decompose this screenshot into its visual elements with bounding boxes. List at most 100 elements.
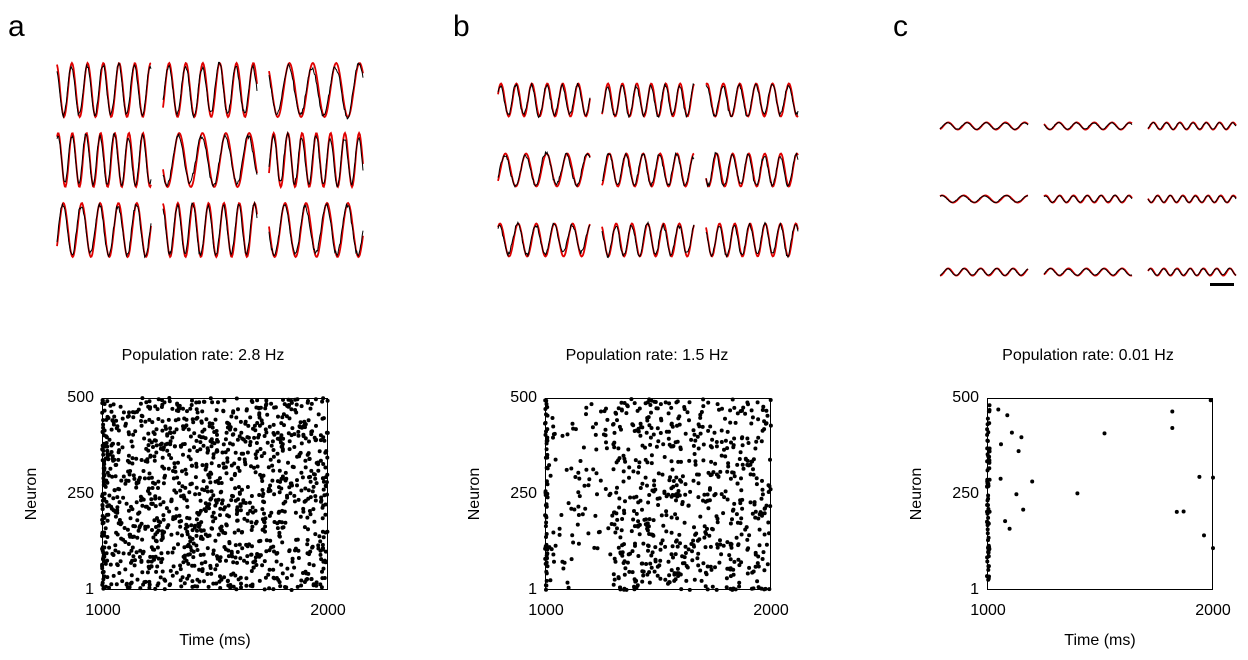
spike-dot (622, 508, 626, 513)
spike-dot (216, 532, 221, 537)
spike-dot (220, 450, 225, 455)
spike-dot (551, 424, 556, 429)
spike-dot (225, 456, 230, 461)
spike-dot (728, 567, 733, 572)
spike-dot (171, 476, 176, 481)
spike-dot (109, 450, 114, 454)
spike-dot (224, 523, 229, 528)
spike-dot (677, 532, 682, 537)
ylabel-a: Neuron (23, 467, 40, 521)
spike-dot (187, 448, 192, 453)
spike-dot (667, 401, 672, 406)
spike-dot (138, 524, 142, 529)
spike-dot (186, 561, 191, 566)
spike-dot (264, 402, 269, 406)
spike-dot (652, 399, 657, 404)
spike-dot (158, 520, 163, 525)
spike-dot (110, 442, 115, 446)
spike-dot (604, 446, 609, 451)
spike-dot (317, 449, 322, 454)
spike-dot (705, 564, 710, 569)
spike-dot (101, 422, 106, 427)
data-trace-b-1-0 (497, 150, 591, 188)
spike-dot (624, 587, 629, 592)
spike-dot (318, 539, 323, 544)
spike-dot (112, 414, 117, 419)
spike-dot (100, 582, 105, 587)
spike-dot (210, 400, 215, 405)
spike-dot (721, 543, 726, 548)
spike-dot (716, 474, 721, 479)
spike-dot (728, 476, 733, 481)
spike-dot (739, 488, 744, 493)
spike-dot (170, 550, 175, 555)
spike-dot (213, 417, 218, 422)
spike-dot (670, 424, 675, 429)
spike-dot (755, 561, 760, 566)
spike-dot (768, 487, 773, 492)
spike-dot (107, 545, 112, 550)
spike-dot (587, 477, 592, 482)
spike-dot (615, 485, 619, 490)
spike-dot (233, 427, 238, 432)
spike-dot (244, 583, 249, 588)
spike-dot (736, 557, 741, 562)
spike-dot (671, 479, 676, 483)
spike-dot (127, 410, 131, 415)
spike-dot (737, 457, 742, 461)
spike-dot (275, 430, 280, 435)
spike-dot (644, 562, 649, 566)
spike-dot (576, 541, 581, 546)
spike-dot (669, 568, 674, 573)
spike-dot (626, 447, 631, 452)
spike-dot (211, 581, 216, 586)
spike-dot (767, 484, 772, 489)
spike-dot (266, 572, 271, 577)
spike-dot (221, 530, 226, 535)
spike-dot (623, 499, 627, 504)
spike-dot (172, 430, 177, 435)
data-trace-a-1-0 (56, 132, 152, 187)
spike-dot (205, 450, 210, 455)
spike-dot (305, 577, 310, 581)
spike-dot (213, 479, 218, 484)
spike-dot (105, 535, 110, 539)
spike-dot (178, 578, 183, 583)
spike-dot (715, 545, 720, 550)
spike-dot (740, 506, 745, 511)
spike-dot (254, 456, 259, 460)
spike-dot (695, 434, 700, 439)
spike-dot (670, 544, 675, 549)
spike-dot (586, 531, 591, 536)
spike-dot (230, 554, 235, 559)
spike-dot (667, 478, 672, 483)
spike-dot (636, 554, 641, 558)
spike-dot (101, 448, 106, 453)
spike-dot (224, 558, 228, 563)
spike-dot (176, 405, 181, 410)
spike-dot (576, 470, 581, 475)
spike-dot (152, 518, 157, 523)
spike-dot (757, 543, 762, 548)
spike-dot (705, 526, 709, 531)
spike-dot (134, 500, 139, 505)
spike-dot (139, 498, 143, 503)
ytick-250-c: 250 (952, 485, 979, 502)
spike-dot (116, 550, 121, 555)
spike-dot (139, 458, 144, 462)
panel-letter-a: a (8, 10, 25, 43)
spike-dot (271, 422, 276, 427)
spike-dot (302, 419, 307, 424)
spike-dot (229, 477, 234, 482)
spike-dot (105, 558, 110, 563)
spike-dot (281, 397, 285, 402)
spike-dot (705, 492, 710, 497)
spike-dot (663, 400, 668, 405)
spike-dot (176, 460, 180, 465)
spike-dot (655, 573, 660, 578)
spike-dot (121, 474, 126, 479)
spike-dot (164, 506, 169, 511)
spike-dot (666, 411, 671, 416)
spike-dot (722, 447, 726, 452)
spike-dot (753, 564, 758, 569)
